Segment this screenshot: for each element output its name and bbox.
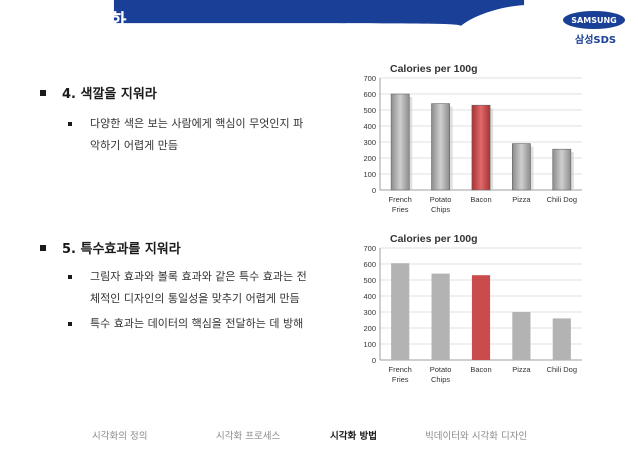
section-bullet-icon (40, 245, 46, 251)
y-tick-label: 0 (372, 356, 376, 365)
bar-chart-flat: Calories per 100g 0 100 200 300 400 500 600 700 F… (363, 233, 582, 384)
samsung-logo: SAMSUNG (563, 11, 625, 29)
footer-nav-item-active[interactable]: 시각화 방법 (330, 431, 378, 442)
x-tick-label: Bacon (470, 195, 491, 204)
y-tick-label: 600 (363, 260, 376, 269)
x-tick-label: Chips (431, 205, 450, 214)
footer-nav-item[interactable]: 시각화의 정의 (92, 431, 148, 442)
section-heading-4: 4. 색깔을 지워라 (62, 87, 157, 102)
samsung-logo-text: SAMSUNG (571, 16, 616, 25)
y-tick-label: 500 (363, 106, 376, 115)
slide-title: 그래프 단순화 (12, 10, 127, 32)
x-tick-label: Pizza (512, 365, 531, 374)
y-tick-label: 400 (363, 292, 376, 301)
footer-nav-item[interactable]: 빅데이터와 시각화 디자인 (425, 431, 528, 442)
y-tick-label: 600 (363, 90, 376, 99)
y-tick-label: 200 (363, 154, 376, 163)
x-tick-label: French (389, 365, 412, 374)
x-tick-label: Chili Dog (547, 195, 577, 204)
y-tick-label: 700 (363, 244, 376, 253)
y-tick-label: 0 (372, 186, 376, 195)
x-tick-label: Potato (430, 365, 452, 374)
bar (431, 103, 450, 191)
bar (512, 143, 531, 191)
slide-header: 그래프 단순화 SAMSUNG 삼성SDS (0, 0, 638, 56)
y-tick-label: 100 (363, 340, 376, 349)
chart-flat: Calories per 100g 0 100 200 300 400 500 600 700 F… (350, 228, 590, 397)
bar (431, 273, 450, 360)
chart-with-effects: Calories per 100g 0 100 200 300 400 500 600 700 F… (350, 58, 590, 227)
x-tick-label: Fries (392, 205, 409, 214)
bar (512, 312, 531, 360)
samsung-sds-label: 삼성SDS (575, 35, 617, 46)
bullet-line: 악하기 어렵게 만듬 (90, 139, 178, 152)
x-tick-label: Pizza (512, 195, 531, 204)
x-tick-label: French (389, 195, 412, 204)
bar (552, 318, 571, 360)
bar (552, 148, 572, 191)
x-tick-label: Chili Dog (547, 365, 577, 374)
bullet-line: 특수 효과는 데이터의 핵심을 전달하는 데 방해 (90, 317, 304, 330)
chart-title: Calories per 100g (390, 233, 478, 245)
y-tick-label: 500 (363, 276, 376, 285)
chart-title: Calories per 100g (390, 63, 478, 75)
x-tick-label: Fries (392, 375, 409, 384)
bullet-line: 체적인 디자인의 통일성을 맞추기 어렵게 만듬 (90, 292, 300, 305)
footer-nav-item[interactable]: 시각화 프로세스 (216, 431, 281, 442)
y-tick-label: 200 (363, 324, 376, 333)
sub-bullet-icon (68, 122, 72, 126)
section-5-bullet-2: 특수 효과는 데이터의 핵심을 전달하는 데 방해 (90, 313, 303, 335)
bar (471, 275, 491, 360)
bar (390, 93, 410, 191)
sub-bullet-icon (68, 275, 72, 279)
y-tick-label: 400 (363, 122, 376, 131)
y-tick-label: 300 (363, 138, 376, 147)
bar (391, 263, 410, 360)
bar (471, 104, 491, 191)
bullet-line: 다양한 색은 보는 사람에게 핵심이 무엇인지 파 (90, 117, 304, 130)
y-tick-label: 300 (363, 308, 376, 317)
section-4-bullet-1: 다양한 색은 보는 사람에게 핵심이 무엇인지 파 악하기 어렵게 만듬 (90, 113, 303, 157)
sub-bullet-icon (68, 322, 72, 326)
x-tick-label: Potato (430, 195, 452, 204)
header-band (113, 0, 525, 26)
x-tick-label: Bacon (470, 365, 491, 374)
bar-chart-shaded: Calories per 100g 0 100 200 300 400 500 600 700 F… (363, 63, 582, 214)
bullet-line: 그림자 효과와 볼록 효과와 같은 특수 효과는 전 (90, 270, 307, 283)
section-heading-5: 5. 특수효과를 지워라 (62, 242, 181, 257)
section-bullet-icon (40, 90, 46, 96)
y-tick-label: 700 (363, 74, 376, 83)
y-tick-label: 100 (363, 170, 376, 179)
section-5-bullet-1: 그림자 효과와 볼록 효과와 같은 특수 효과는 전 체적인 디자인의 통일성을… (90, 266, 307, 310)
x-tick-label: Chips (431, 375, 450, 384)
